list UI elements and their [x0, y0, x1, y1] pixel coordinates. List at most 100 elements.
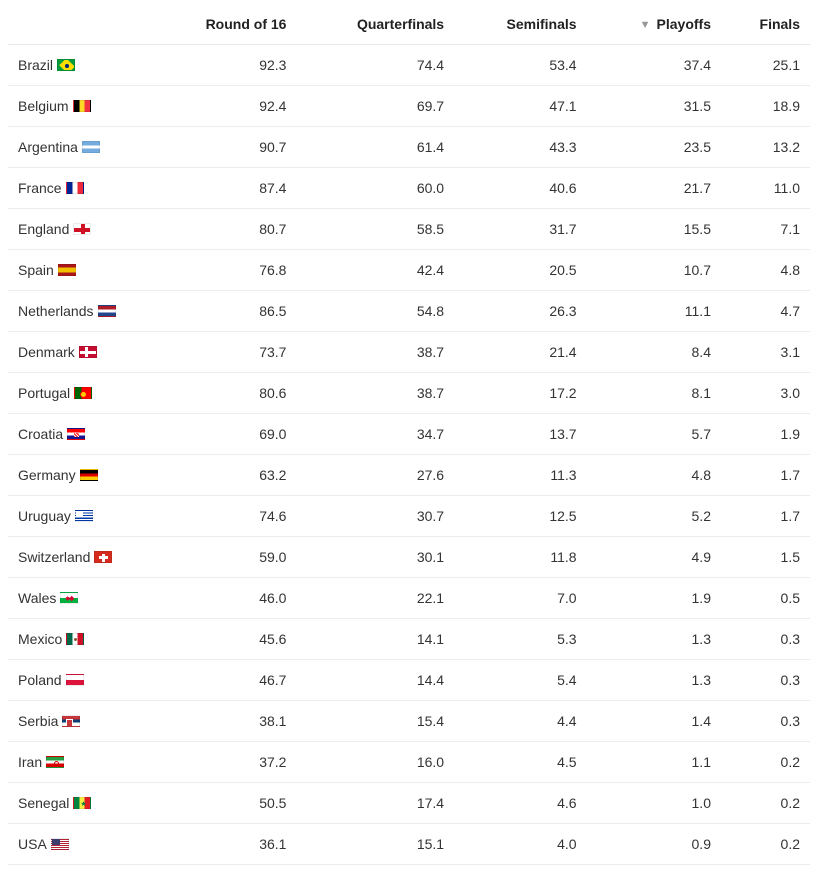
col-finals[interactable]: Finals [721, 8, 810, 45]
cell-round-of-16: 92.4 [148, 86, 296, 127]
cell-finals: 0.3 [721, 619, 810, 660]
cell-country: Netherlands [8, 291, 148, 332]
cell-playoffs: 5.7 [587, 414, 721, 455]
hr-flag-icon [67, 428, 85, 440]
cell-quarterfinals: 22.1 [296, 578, 454, 619]
col-round-of-16[interactable]: Round of 16 [148, 8, 296, 45]
table-row: Mexico45.614.15.31.30.3 [8, 619, 810, 660]
col-playoffs[interactable]: ▼ Playoffs [587, 8, 721, 45]
be-flag-icon [73, 100, 91, 112]
cell-quarterfinals: 15.4 [296, 701, 454, 742]
cell-country: Spain [8, 250, 148, 291]
cell-country: England [8, 209, 148, 250]
cell-round-of-16: 50.5 [148, 783, 296, 824]
table-header: Round of 16 Quarterfinals Semifinals ▼ Pl… [8, 8, 810, 45]
cell-country: Germany [8, 455, 148, 496]
cell-quarterfinals: 30.7 [296, 496, 454, 537]
cell-round-of-16: 36.1 [148, 824, 296, 865]
cell-semifinals: 4.4 [454, 701, 586, 742]
cell-round-of-16: 37.2 [148, 742, 296, 783]
country-name: Iran [18, 754, 42, 770]
cell-playoffs: 15.5 [587, 209, 721, 250]
sort-indicator-icon: ▼ [640, 19, 651, 31]
table-row: Denmark73.738.721.48.43.1 [8, 332, 810, 373]
table-row: Iran37.216.04.51.10.2 [8, 742, 810, 783]
table-row: USA36.115.14.00.90.2 [8, 824, 810, 865]
cell-country: USA [8, 824, 148, 865]
cell-playoffs: 31.5 [587, 86, 721, 127]
country-name: Wales [18, 590, 56, 606]
cell-semifinals: 4.5 [454, 742, 586, 783]
cell-round-of-16: 87.4 [148, 168, 296, 209]
cell-quarterfinals: 58.5 [296, 209, 454, 250]
cell-playoffs: 8.1 [587, 373, 721, 414]
mx-flag-icon [66, 633, 84, 645]
country-name: Senegal [18, 795, 69, 811]
cell-country: Croatia [8, 414, 148, 455]
cell-quarterfinals: 74.4 [296, 45, 454, 86]
cell-semifinals: 13.7 [454, 414, 586, 455]
cell-semifinals: 31.7 [454, 209, 586, 250]
cell-semifinals: 40.6 [454, 168, 586, 209]
cell-semifinals: 17.2 [454, 373, 586, 414]
table-row: England80.758.531.715.57.1 [8, 209, 810, 250]
col-playoffs-label: Playoffs [657, 16, 711, 32]
col-semifinals[interactable]: Semifinals [454, 8, 586, 45]
de-flag-icon [80, 469, 98, 481]
country-name: Poland [18, 672, 62, 688]
col-country[interactable] [8, 8, 148, 45]
table-row: Senegal50.517.44.61.00.2 [8, 783, 810, 824]
sn-flag-icon [73, 797, 91, 809]
country-name: Belgium [18, 98, 69, 114]
cell-country: Mexico [8, 619, 148, 660]
cell-semifinals: 4.6 [454, 783, 586, 824]
cell-finals: 1.7 [721, 496, 810, 537]
cell-quarterfinals: 27.6 [296, 455, 454, 496]
cell-playoffs: 10.7 [587, 250, 721, 291]
country-name: Mexico [18, 631, 62, 647]
cell-country: Senegal [8, 783, 148, 824]
table-row: Uruguay74.630.712.55.21.7 [8, 496, 810, 537]
ch-flag-icon [94, 551, 112, 563]
probabilities-table: Round of 16 Quarterfinals Semifinals ▼ Pl… [8, 8, 810, 865]
cell-quarterfinals: 30.1 [296, 537, 454, 578]
pt-flag-icon [74, 387, 92, 399]
cell-country: France [8, 168, 148, 209]
country-name: Portugal [18, 385, 70, 401]
cell-finals: 1.9 [721, 414, 810, 455]
cell-country: Serbia [8, 701, 148, 742]
cell-round-of-16: 46.0 [148, 578, 296, 619]
cell-semifinals: 20.5 [454, 250, 586, 291]
cell-quarterfinals: 60.0 [296, 168, 454, 209]
cell-finals: 25.1 [721, 45, 810, 86]
col-quarterfinals[interactable]: Quarterfinals [296, 8, 454, 45]
cell-playoffs: 5.2 [587, 496, 721, 537]
cell-round-of-16: 45.6 [148, 619, 296, 660]
table-row: Portugal80.638.717.28.13.0 [8, 373, 810, 414]
cell-round-of-16: 46.7 [148, 660, 296, 701]
country-name: France [18, 180, 62, 196]
cell-playoffs: 1.4 [587, 701, 721, 742]
cell-round-of-16: 76.8 [148, 250, 296, 291]
cell-country: Denmark [8, 332, 148, 373]
cell-round-of-16: 73.7 [148, 332, 296, 373]
table-row: Wales46.022.17.01.90.5 [8, 578, 810, 619]
cell-playoffs: 21.7 [587, 168, 721, 209]
cell-finals: 18.9 [721, 86, 810, 127]
cell-playoffs: 11.1 [587, 291, 721, 332]
country-name: Uruguay [18, 508, 71, 524]
cell-quarterfinals: 61.4 [296, 127, 454, 168]
cell-playoffs: 8.4 [587, 332, 721, 373]
country-name: Brazil [18, 57, 53, 73]
table-row: Croatia69.034.713.75.71.9 [8, 414, 810, 455]
cell-playoffs: 0.9 [587, 824, 721, 865]
country-name: England [18, 221, 69, 237]
cell-quarterfinals: 38.7 [296, 373, 454, 414]
table-row: France87.460.040.621.711.0 [8, 168, 810, 209]
country-name: Croatia [18, 426, 63, 442]
dk-flag-icon [79, 346, 97, 358]
country-name: Denmark [18, 344, 75, 360]
cell-round-of-16: 80.6 [148, 373, 296, 414]
br-flag-icon [57, 59, 75, 71]
table-row: Poland46.714.45.41.30.3 [8, 660, 810, 701]
